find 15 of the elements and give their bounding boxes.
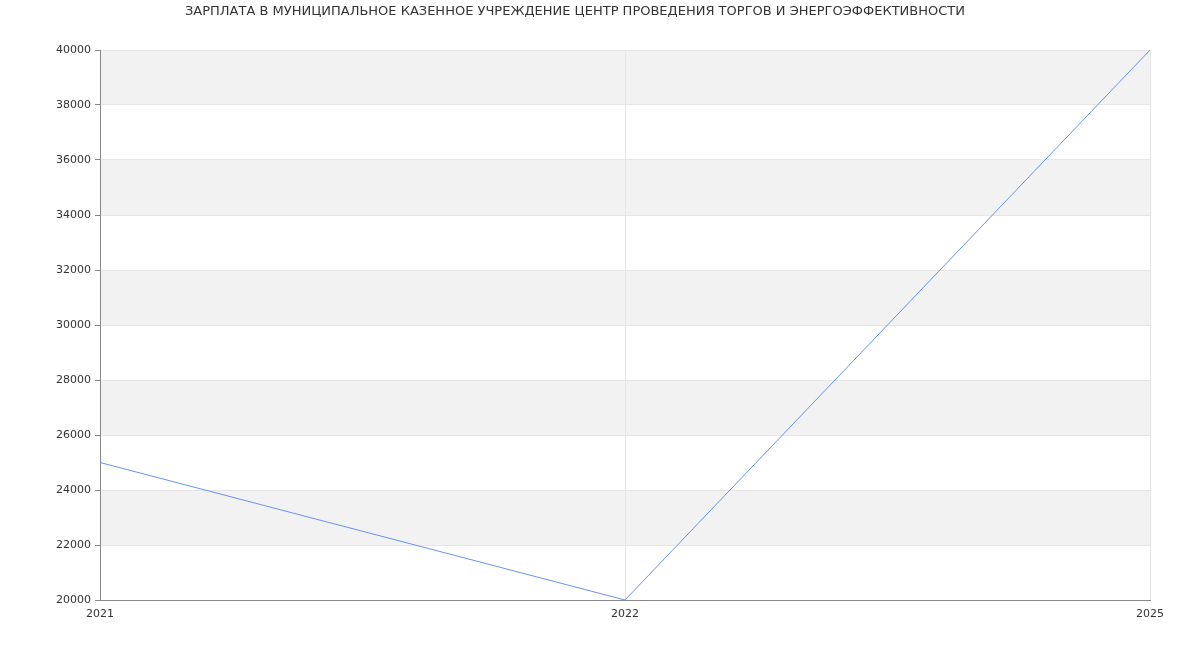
x-tick-label: 2021 bbox=[86, 607, 114, 621]
y-tick-label: 26000 bbox=[56, 427, 91, 441]
y-tick-label: 28000 bbox=[56, 372, 91, 386]
y-tick-label: 22000 bbox=[56, 537, 91, 551]
x-tick-label: 2022 bbox=[611, 607, 639, 621]
y-tick-label: 24000 bbox=[56, 482, 91, 496]
chart-title: ЗАРПЛАТА В МУНИЦИПАЛЬНОЕ КАЗЕННОЕ УЧРЕЖДЕНИЕ ЦЕНТР ПРОВЕДЕНИЯ ТОРГОВ И ЭНЕРГОЭФФЕКТИВНОСТИ bbox=[185, 3, 965, 19]
y-tick-label: 34000 bbox=[56, 207, 91, 221]
y-tick-label: 30000 bbox=[56, 317, 91, 331]
y-tick-label: 32000 bbox=[56, 262, 91, 276]
y-tick-label: 20000 bbox=[56, 592, 91, 606]
y-tick-label: 38000 bbox=[56, 97, 91, 111]
y-tick-label: 40000 bbox=[56, 42, 91, 56]
y-tick-label: 36000 bbox=[56, 152, 91, 166]
x-tick-label: 2025 bbox=[1136, 607, 1164, 621]
